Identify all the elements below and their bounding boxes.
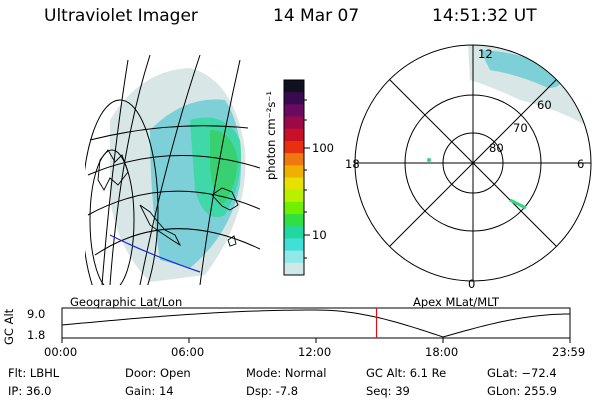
colorbar-segment	[284, 128, 304, 142]
info-glon: GLon: 255.9	[487, 384, 557, 398]
geographic-map	[85, 55, 260, 285]
xtick-0000: 00:00	[44, 345, 78, 359]
colorbar-segment	[284, 226, 304, 239]
colorbar-segment	[284, 262, 304, 276]
observation-date: 14 Mar 07	[273, 6, 360, 26]
mlt-label-12: 12	[478, 47, 493, 61]
geographic-label: Geographic Lat/Lon	[70, 295, 183, 309]
colorbar	[283, 79, 310, 276]
lat-label-60: 60	[537, 98, 552, 112]
lat-label-70: 70	[513, 121, 528, 135]
colorbar-label: photon cm⁻²s⁻¹	[264, 91, 278, 180]
colorbar-segment	[284, 92, 304, 105]
instrument-title: Ultraviolet Imager	[44, 6, 198, 26]
altitude-ytick-top: 9.0	[27, 307, 46, 321]
colorbar-segment	[284, 189, 304, 203]
colorbar-segment	[284, 250, 304, 264]
mlt-label-18: 18	[345, 157, 360, 171]
xtick-1200: 12:00	[298, 345, 332, 359]
info-dsp: Dsp: -7.8	[246, 384, 299, 398]
info-ip: IP: 36.0	[8, 384, 52, 398]
colorbar-segment	[284, 177, 304, 191]
lat-label-80: 80	[489, 141, 504, 155]
mlt-label-0: 0	[468, 277, 476, 291]
colorbar-segment	[284, 201, 304, 215]
observation-time: 14:51:32 UT	[432, 6, 537, 26]
colorbar-tick-10: 10	[312, 228, 327, 242]
colorbar-segment	[284, 104, 304, 118]
info-mode: Mode: Normal	[246, 366, 327, 380]
colorbar-segment	[284, 238, 304, 252]
colorbar-segment	[284, 116, 304, 130]
info-gcalt: GC Alt: 6.1 Re	[366, 366, 447, 380]
colorbar-segment	[284, 80, 304, 93]
altitude-plot	[61, 307, 571, 343]
colorbar-tick-100: 100	[312, 141, 334, 155]
mlt-label-6: 6	[577, 157, 585, 171]
info-flt: Flt: LBHL	[8, 366, 60, 380]
info-door: Door: Open	[125, 366, 191, 380]
info-seq: Seq: 39	[366, 384, 410, 398]
colorbar-segment	[284, 153, 304, 166]
info-gain: Gain: 14	[125, 384, 174, 398]
altitude-ylabel: GC Alt	[2, 308, 16, 345]
colorbar-segment	[284, 140, 304, 154]
polar-plot	[354, 44, 592, 282]
colorbar-segment	[284, 214, 304, 227]
info-glat: GLat: −72.4	[487, 366, 557, 380]
colorbar-segment	[284, 165, 304, 178]
xtick-2359: 23:59	[552, 345, 586, 359]
xtick-0600: 06:00	[171, 345, 205, 359]
apex-label: Apex MLat/MLT	[413, 295, 500, 309]
altitude-ytick-bottom: 1.8	[27, 328, 46, 342]
xtick-1800: 18:00	[425, 345, 459, 359]
